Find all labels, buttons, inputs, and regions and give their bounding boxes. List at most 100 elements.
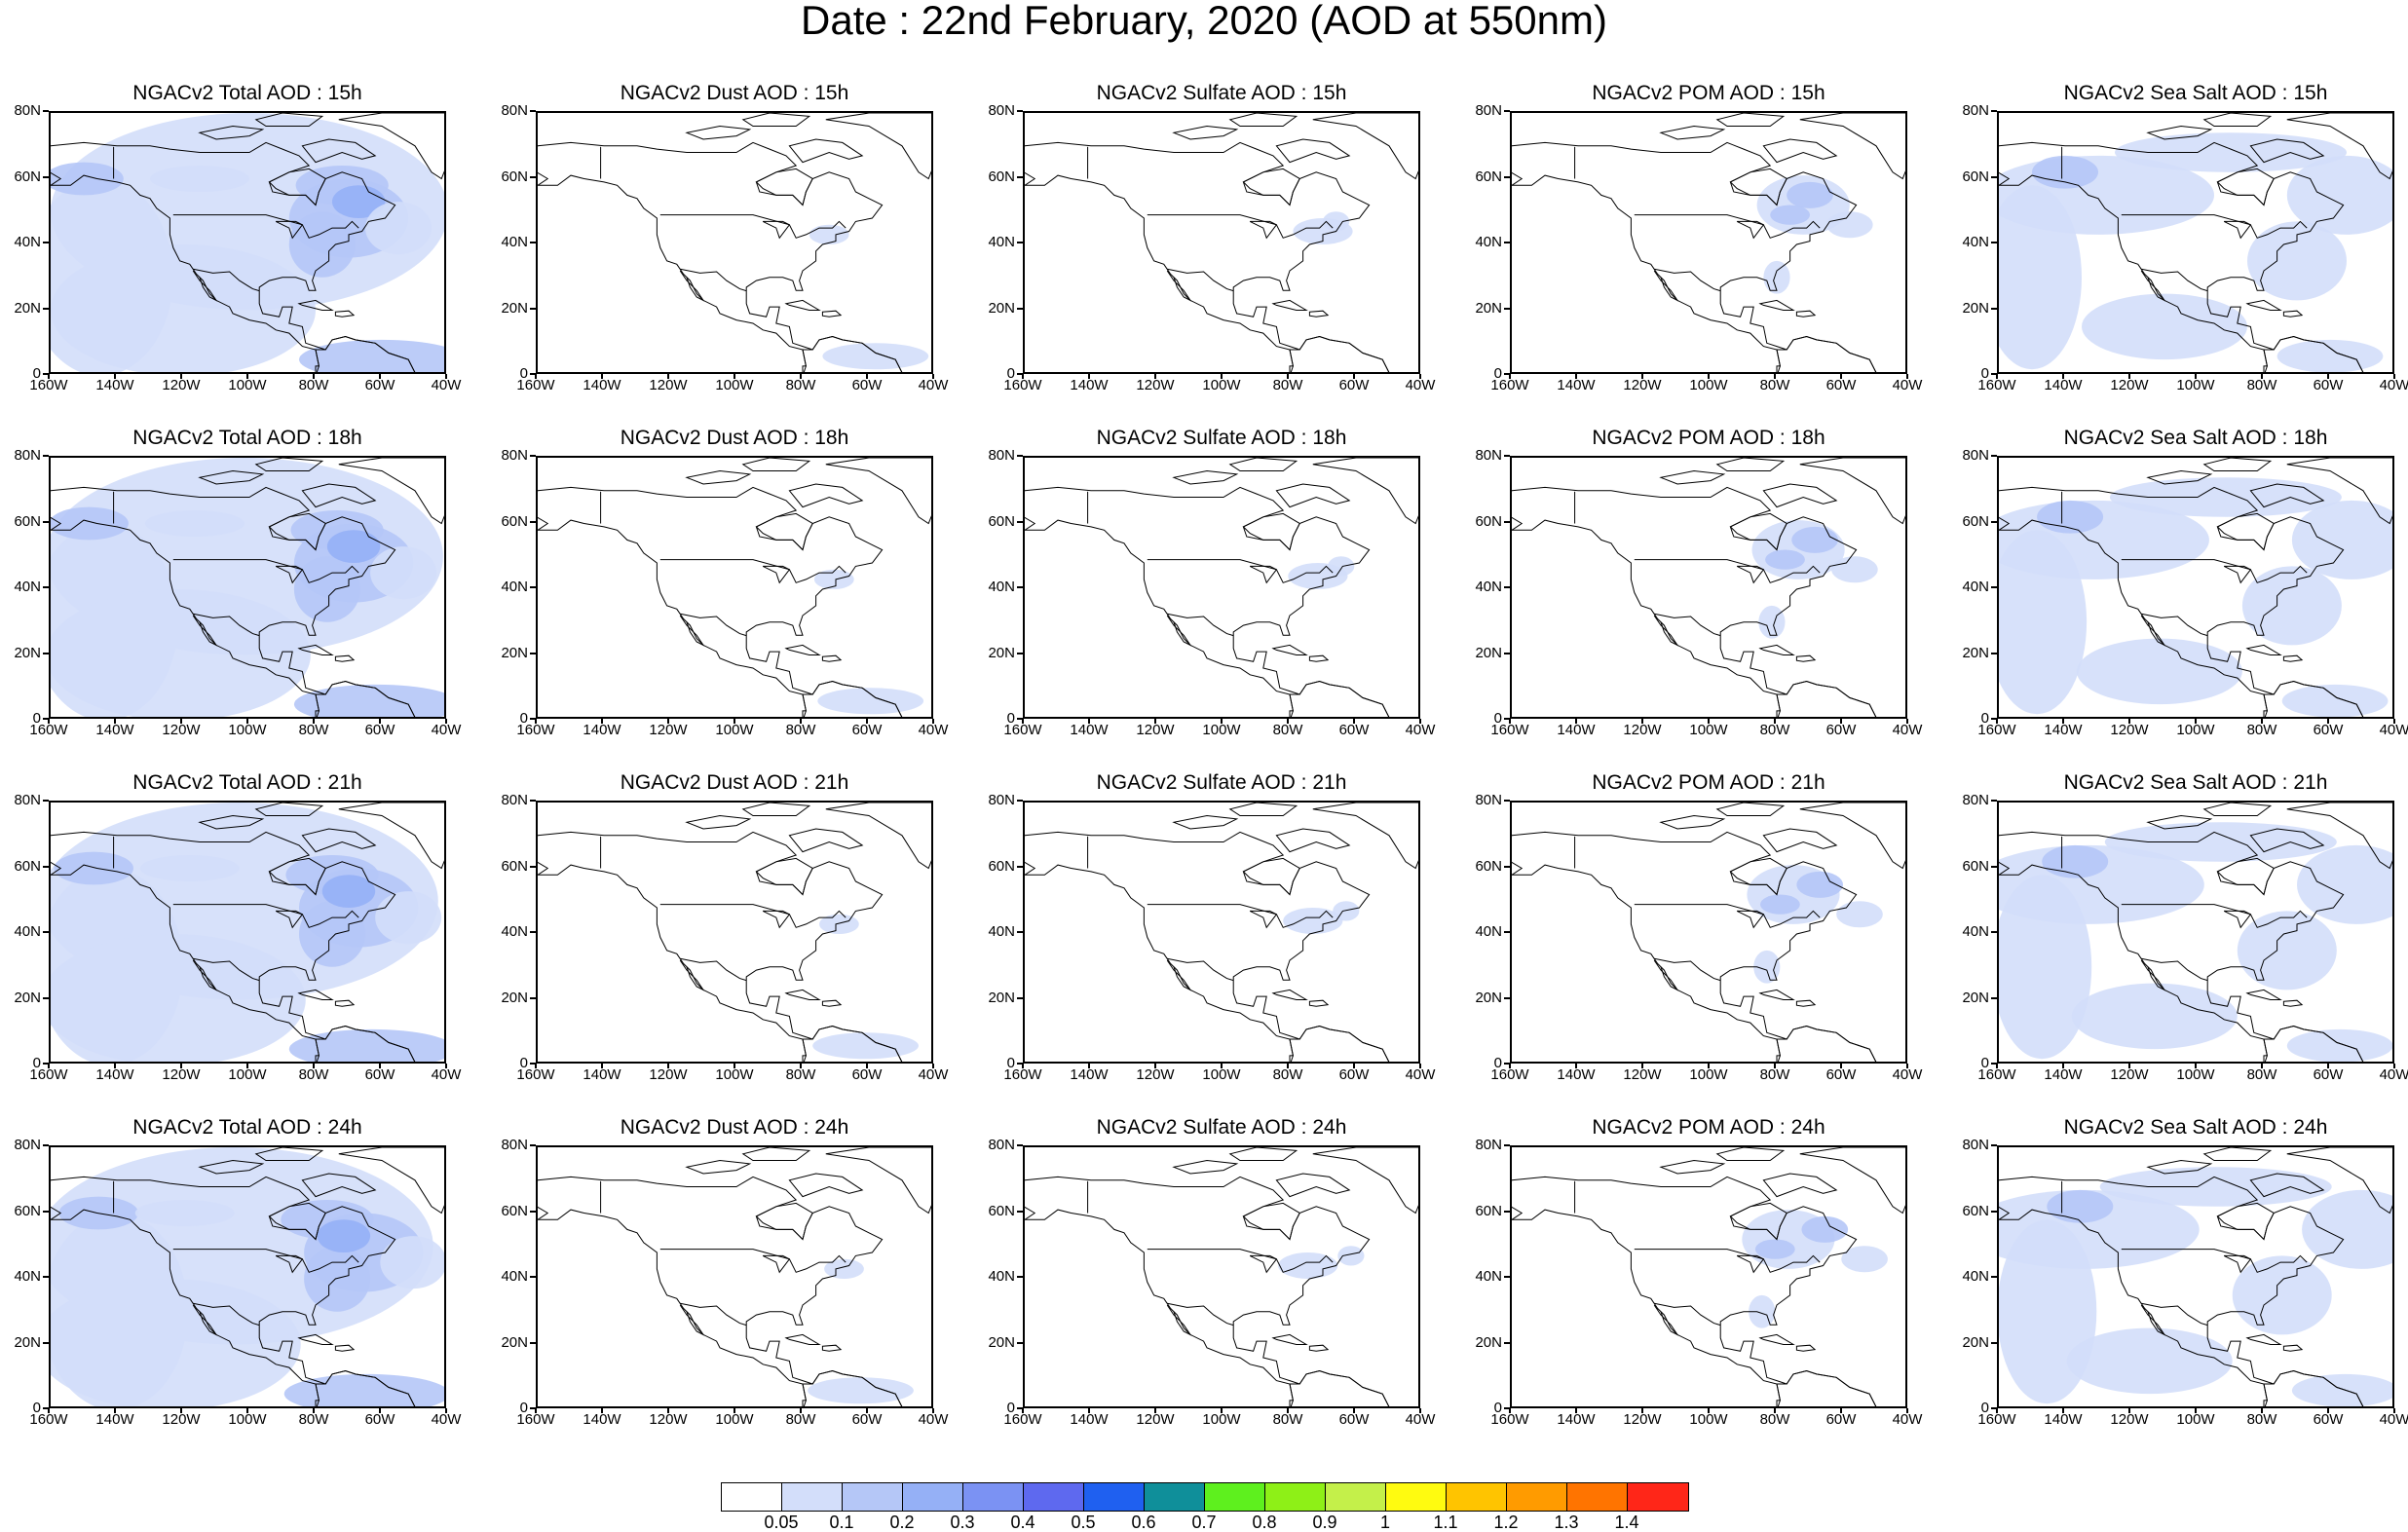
coastline — [315, 680, 416, 717]
coastline — [679, 959, 705, 991]
coastline — [297, 989, 334, 1000]
aod-field-patch — [317, 1219, 371, 1252]
lat-tick-label: 20N — [501, 299, 528, 317]
aod-field-patch — [1323, 211, 1350, 232]
political-border — [680, 1302, 747, 1326]
coastline — [1228, 1147, 1298, 1161]
lon-tick-label: 120W — [649, 377, 688, 393]
coastline — [1025, 1209, 1294, 1406]
lon-tick-label: 160W — [1977, 1411, 2016, 1428]
lat-tick-label: 20N — [1962, 989, 1989, 1006]
lat-tick-label: 80N — [1475, 447, 1502, 464]
aod-field-patch — [1770, 205, 1810, 225]
lon-tick — [1774, 719, 1776, 724]
aod-field-patch — [370, 546, 437, 600]
map-plot-area — [536, 1145, 933, 1408]
aod-field-patch — [1999, 185, 2082, 370]
lon-tick — [800, 374, 802, 379]
lat-tick-label: 0 — [1493, 1400, 1502, 1416]
coastline — [198, 469, 265, 485]
coastline — [1776, 680, 1877, 717]
lat-tick — [1991, 865, 1997, 868]
lon-tick-label: 140W — [583, 722, 621, 738]
lon-tick-label: 60W — [1825, 377, 1857, 393]
lat-tick — [1991, 175, 1997, 178]
lon-tick-label: 120W — [1623, 722, 1662, 738]
lat-tick-label: 80N — [1962, 1137, 1989, 1153]
lon-tick-label: 140W — [2044, 377, 2083, 393]
lat-tick — [1504, 307, 1510, 310]
lon-tick-label: 140W — [2044, 722, 2083, 738]
lon-tick-label: 140W — [583, 1066, 621, 1083]
coastline — [1512, 864, 1781, 1062]
coastline — [685, 469, 752, 485]
coastline — [741, 1147, 811, 1161]
lon-tick — [1774, 1064, 1776, 1068]
coastline — [821, 654, 843, 662]
lat-tick-label: 60N — [1962, 857, 1989, 875]
lon-tick-label: 100W — [715, 377, 754, 393]
map-plot-area — [1023, 1145, 1420, 1408]
coastline — [1762, 483, 1838, 508]
lon-tick — [48, 1408, 50, 1413]
lon-tick-label: 80W — [785, 722, 816, 738]
lat-tick-label: 40N — [14, 1268, 41, 1285]
aod-field-patch — [808, 1377, 914, 1404]
colorbar-label: 1.2 — [1493, 1513, 1519, 1532]
aod-field-patch — [2071, 983, 2238, 1050]
lon-tick-label: 100W — [228, 377, 267, 393]
lat-tick-label: 40N — [14, 923, 41, 940]
lat-tick-label: 60N — [1475, 168, 1502, 185]
lon-tick — [1419, 1408, 1421, 1413]
aod-field-patch — [2291, 1373, 2392, 1406]
lon-tick — [1088, 1064, 1090, 1068]
colorbar-swatch — [1024, 1483, 1084, 1511]
lat-tick-label: 80N — [988, 792, 1015, 808]
lat-tick — [1504, 996, 1510, 999]
aod-map — [1025, 1147, 1418, 1406]
lat-tick — [1504, 242, 1510, 243]
coastline — [338, 458, 444, 525]
lon-tick — [1287, 719, 1289, 724]
lon-tick-label: 120W — [1136, 1066, 1175, 1083]
lon-tick-label: 60W — [1338, 1066, 1370, 1083]
lat-tick — [1017, 652, 1023, 654]
lat-tick — [530, 373, 536, 375]
lat-tick-label: 60N — [501, 512, 528, 530]
coastline — [755, 857, 813, 896]
lat-tick — [43, 652, 49, 654]
map-plot-area — [49, 456, 446, 719]
coastline — [1795, 654, 1817, 662]
aod-field-patch — [283, 1373, 444, 1406]
aod-map — [51, 458, 444, 717]
lat-tick — [530, 1276, 536, 1278]
lon-tick — [2128, 374, 2130, 379]
coastline — [2282, 310, 2304, 318]
lat-tick — [43, 1407, 49, 1409]
lon-tick — [1840, 1064, 1842, 1068]
lon-tick-label: 60W — [1338, 722, 1370, 738]
lon-tick-label: 120W — [1623, 1066, 1662, 1083]
lon-tick — [246, 1408, 248, 1413]
map-plot-area — [1023, 456, 1420, 719]
lon-tick-label: 100W — [715, 1066, 754, 1083]
coastline — [192, 615, 218, 647]
panel-title: NGACv2 Sulfate AOD : 18h — [1096, 427, 1347, 449]
map-panel-dust-24h: NGACv2 Dust AOD : 24h 80N 60N 40N 20N 0 160W 14… — [487, 1116, 974, 1470]
panel-title: NGACv2 Dust AOD : 24h — [620, 1116, 849, 1139]
aod-field-patch — [380, 1236, 444, 1289]
coastline — [788, 138, 864, 164]
political-border — [172, 1249, 359, 1273]
aod-field-patch — [1831, 556, 1878, 583]
lat-tick-label: 80N — [14, 102, 41, 119]
lon-tick — [866, 1064, 868, 1068]
coastline — [1758, 644, 1795, 655]
lon-tick-label: 160W — [1003, 377, 1042, 393]
coastline — [1799, 1147, 1905, 1214]
colorbar-swatch — [903, 1483, 963, 1511]
colorbar-label: 1 — [1379, 1513, 1390, 1532]
lon-tick-label: 100W — [1202, 1411, 1241, 1428]
lon-tick — [1840, 719, 1842, 724]
lat-tick-label: 0 — [519, 1400, 528, 1416]
aod-field-patch — [1328, 556, 1355, 577]
